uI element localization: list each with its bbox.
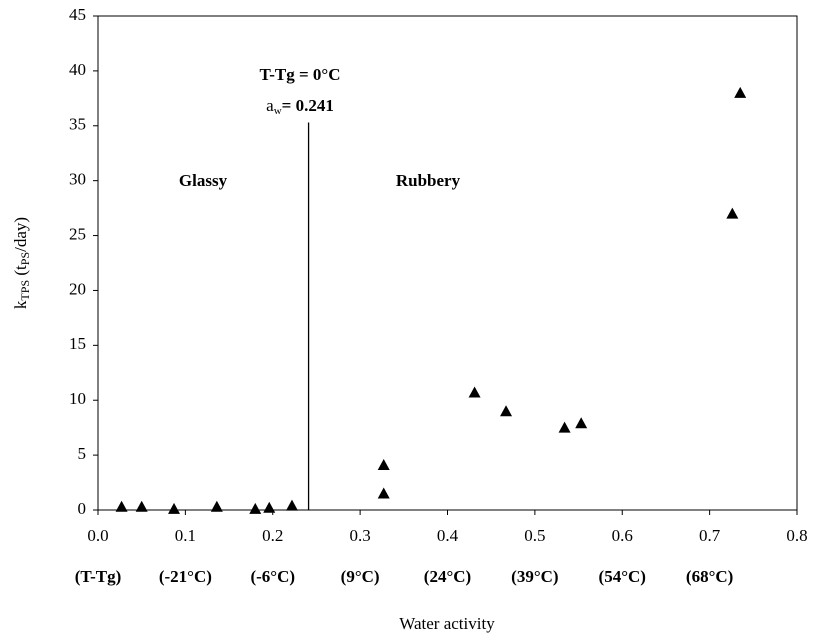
point <box>210 500 223 512</box>
point <box>135 500 148 512</box>
point <box>575 417 588 429</box>
y-tick-label: 40 <box>69 60 86 79</box>
x-tick-label: 0.0 <box>87 526 108 545</box>
y-tick-label: 30 <box>69 170 86 189</box>
x-tick-label: 0.2 <box>262 526 283 545</box>
temperature-label: (-21°C) <box>159 567 212 586</box>
temperature-label: (68°C) <box>686 567 733 586</box>
point <box>249 502 262 514</box>
x-tick-label: 0.3 <box>350 526 371 545</box>
point <box>168 502 181 514</box>
annotation: Glassy <box>179 171 228 190</box>
annotation-part: = 0.241 <box>282 96 334 115</box>
y-tick-label: 0 <box>78 499 87 518</box>
point <box>726 207 739 219</box>
x-tick-label: 0.8 <box>786 526 807 545</box>
x-tick-label: 0.1 <box>175 526 196 545</box>
point <box>263 501 276 513</box>
annotation-part: w <box>274 105 282 117</box>
temperature-label: (39°C) <box>511 567 558 586</box>
y-tick-label: 35 <box>69 115 86 134</box>
point <box>285 499 298 511</box>
y-label-part: TPS <box>18 280 32 301</box>
point <box>500 405 513 417</box>
x-tick-label: 0.4 <box>437 526 459 545</box>
x-tick-label: 0.7 <box>699 526 721 545</box>
y-label-part: /day) <box>11 217 30 252</box>
y-tick-label: 10 <box>69 389 86 408</box>
annotation: Rubbery <box>396 171 461 190</box>
x-tick-label: 0.5 <box>524 526 545 545</box>
y-tick-label: 5 <box>78 444 87 463</box>
y-label-part: k <box>11 300 30 309</box>
temperature-label: (T-Tg) <box>75 567 122 586</box>
point <box>734 86 747 98</box>
y-tick-label: 20 <box>69 279 86 298</box>
temperature-label: (9°C) <box>341 567 380 586</box>
temperature-label: (54°C) <box>599 567 646 586</box>
y-label-part: PS <box>18 252 32 265</box>
plot-frame <box>97 15 798 511</box>
x-tick-label: 0.6 <box>612 526 633 545</box>
point <box>377 458 390 470</box>
point <box>377 487 390 499</box>
temperature-label: (-6°C) <box>250 567 295 586</box>
point <box>468 386 481 398</box>
y-tick-label: 45 <box>69 5 86 24</box>
y-tick-label: 25 <box>69 224 86 243</box>
temperature-label: (24°C) <box>424 567 471 586</box>
annotation-part: a <box>266 96 274 115</box>
y-tick-label: 15 <box>69 334 86 353</box>
point <box>558 421 571 433</box>
y-axis-label: kTPS (tPS/day) <box>11 217 32 309</box>
x-axis-label: Water activity <box>399 614 495 633</box>
annotation: aw= 0.241 <box>266 96 334 117</box>
y-label-part: (t <box>11 265 30 280</box>
point <box>115 500 128 512</box>
annotation: T-Tg = 0°C <box>259 65 340 84</box>
